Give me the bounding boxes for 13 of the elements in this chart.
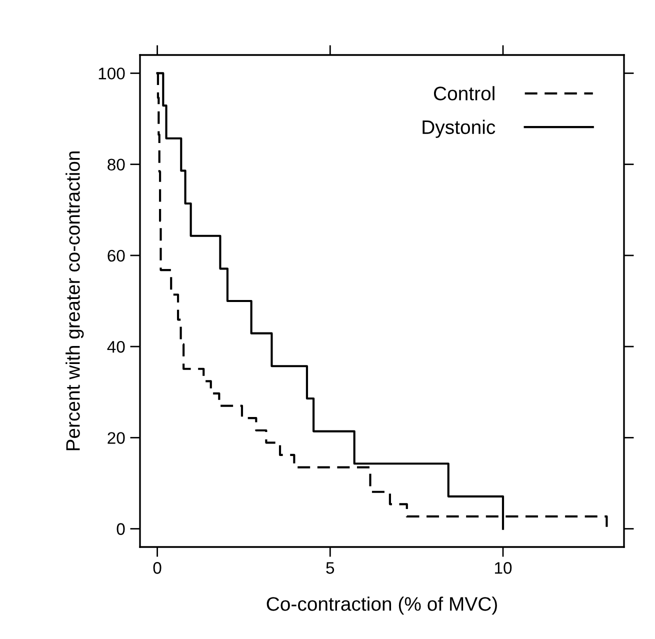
x-tick-label: 0 bbox=[153, 562, 162, 574]
y-tick-label: 60 bbox=[108, 250, 125, 262]
x-axis-title: Co-contraction (% of MVC) bbox=[266, 596, 497, 615]
legend-label: Control bbox=[434, 86, 494, 100]
y-tick-label: 40 bbox=[107, 340, 125, 353]
x-tick-label: 10 bbox=[495, 562, 512, 574]
y-tick-label: 0 bbox=[116, 523, 125, 535]
y-axis-title: Percent with greater co-contraction bbox=[66, 151, 84, 450]
y-tick-label: 100 bbox=[98, 68, 125, 80]
legend-label: Dystonic bbox=[422, 120, 496, 138]
y-tick-label: 20 bbox=[108, 432, 125, 444]
x-tick-label: 5 bbox=[326, 562, 334, 574]
y-tick-label: 80 bbox=[108, 158, 125, 171]
